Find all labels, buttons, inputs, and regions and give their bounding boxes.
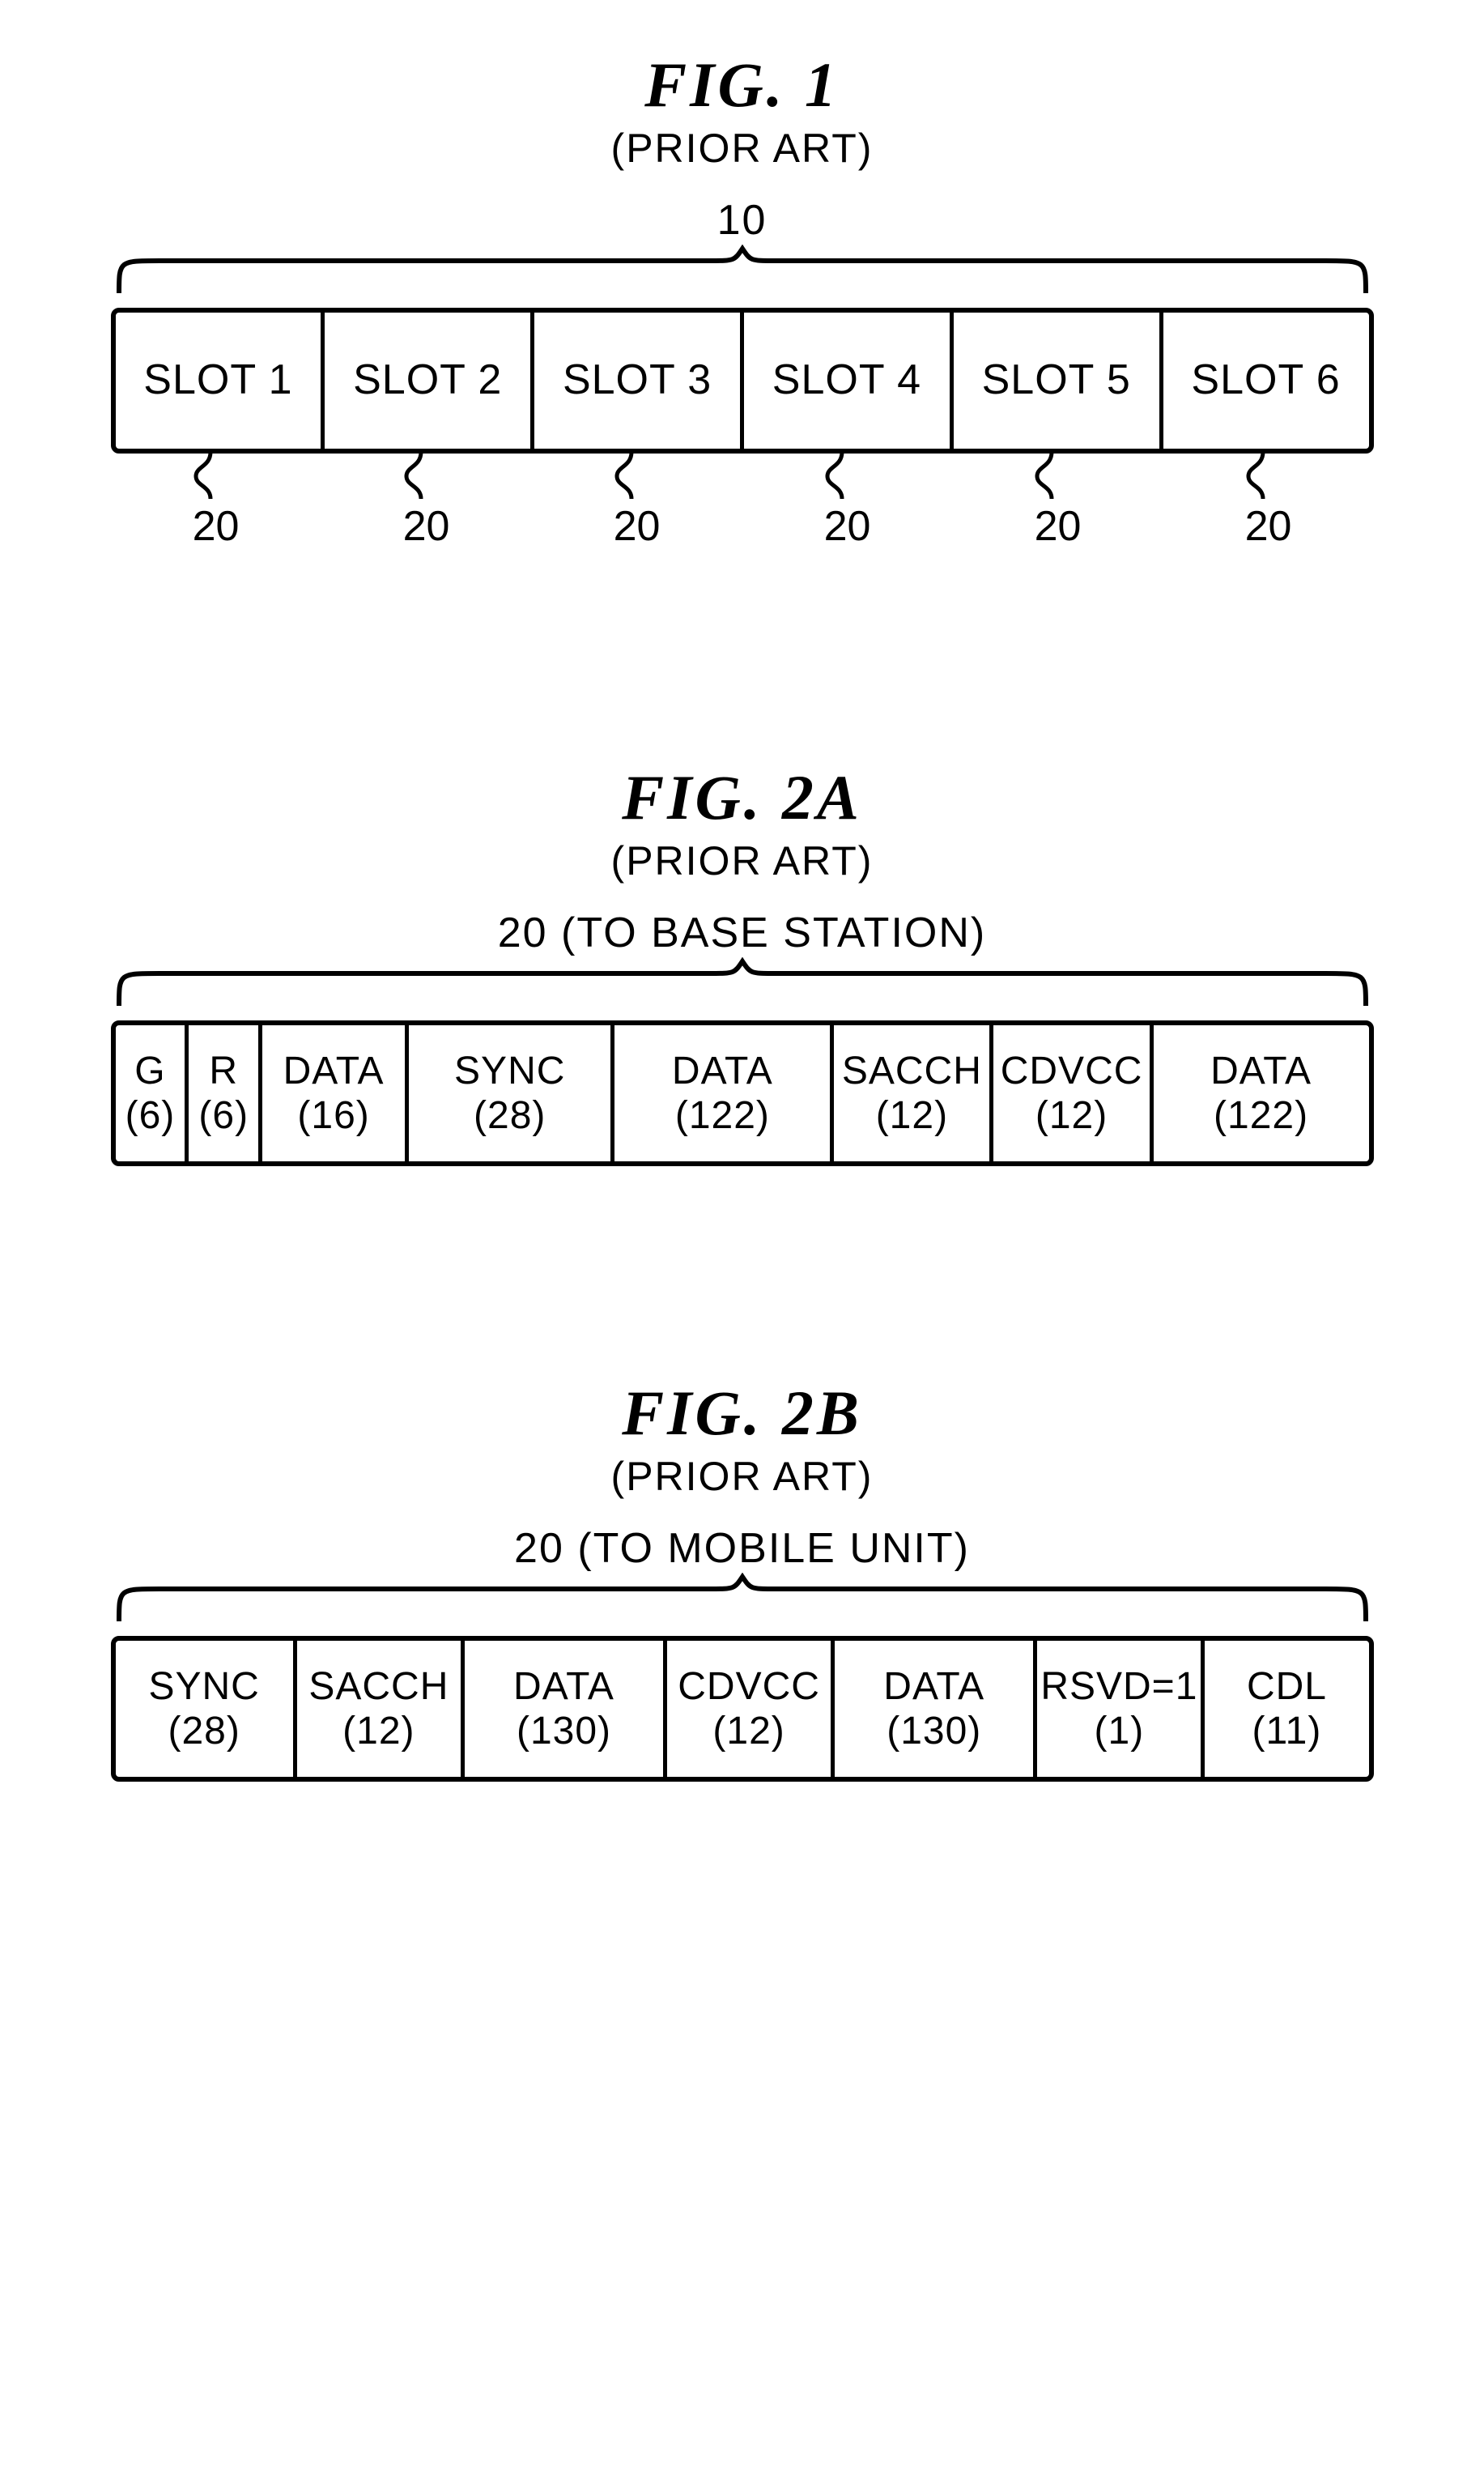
fig2a-field-cell: DATA(122) bbox=[614, 1025, 834, 1161]
fig1-slot-cell: SLOT 6 bbox=[1163, 313, 1369, 449]
fig1-slot-label: SLOT 1 bbox=[143, 356, 292, 405]
fig2a-field-bits: (16) bbox=[297, 1093, 369, 1138]
fig2b-field-bits: (28) bbox=[168, 1709, 240, 1753]
fig1-slot-label: SLOT 2 bbox=[353, 356, 502, 405]
fig1-slot-label: SLOT 4 bbox=[772, 356, 921, 405]
fig1-top-label: 10 bbox=[111, 196, 1374, 245]
fig2a-field-bits: (122) bbox=[675, 1093, 770, 1138]
fig1-under-label: 20 bbox=[532, 502, 742, 551]
fig1-slot-cell: SLOT 1 bbox=[116, 313, 325, 449]
fig1-slot-cell: SLOT 5 bbox=[954, 313, 1163, 449]
fig2b-field-name: SACCH bbox=[308, 1664, 449, 1709]
fig2b-field-cell: CDL(11) bbox=[1205, 1641, 1368, 1777]
fig2a-field-bits: (122) bbox=[1214, 1093, 1308, 1138]
fig2b-field-bits: (130) bbox=[887, 1709, 981, 1753]
fig2b-top-label: 20 (TO MOBILE UNIT) bbox=[111, 1524, 1374, 1573]
figure-2b: FIG. 2B (PRIOR ART) 20 (TO MOBILE UNIT) … bbox=[111, 1377, 1374, 1782]
fig2a-field-bits: (6) bbox=[198, 1093, 249, 1138]
fig2a-field-cell: DATA(16) bbox=[262, 1025, 409, 1161]
fig2a-field-name: DATA bbox=[1210, 1049, 1312, 1093]
fig1-title: FIG. 1 bbox=[111, 49, 1374, 121]
fig2b-subtitle: (PRIOR ART) bbox=[111, 1453, 1374, 1500]
fig1-under-labels: 202020202020 bbox=[111, 502, 1374, 551]
fig2a-field-cell: G(6) bbox=[116, 1025, 189, 1161]
fig2a-field-row: G(6)R(6)DATA(16)SYNC(28)DATA(122)SACCH(1… bbox=[111, 1020, 1374, 1166]
squiggle-connector-icon bbox=[1242, 452, 1274, 499]
fig1-slot-row: SLOT 1 SLOT 2 SLOT 3 SLOT 4 SLOT 5 SLOT 6 bbox=[111, 308, 1374, 454]
fig2a-field-name: SACCH bbox=[842, 1049, 982, 1093]
fig2a-title: FIG. 2A bbox=[111, 761, 1374, 834]
fig2a-top-bracket bbox=[111, 957, 1374, 1014]
fig2a-field-cell: R(6) bbox=[189, 1025, 262, 1161]
fig1-squiggle-row bbox=[111, 454, 1374, 502]
fig2b-field-row: SYNC(28)SACCH(12)DATA(130)CDVCC(12)DATA(… bbox=[111, 1636, 1374, 1782]
fig2a-field-bits: (28) bbox=[474, 1093, 546, 1138]
fig2b-field-name: DATA bbox=[883, 1664, 984, 1709]
fig2b-field-cell: SACCH(12) bbox=[297, 1641, 465, 1777]
fig2b-field-name: CDL bbox=[1247, 1664, 1327, 1709]
fig2a-field-name: CDVCC bbox=[1001, 1049, 1143, 1093]
fig2a-field-bits: (6) bbox=[125, 1093, 176, 1138]
fig1-under-label: 20 bbox=[1163, 502, 1374, 551]
fig1-under-label: 20 bbox=[742, 502, 953, 551]
fig1-slot-cell: SLOT 2 bbox=[325, 313, 534, 449]
figure-2a: FIG. 2A (PRIOR ART) 20 (TO BASE STATION)… bbox=[111, 761, 1374, 1166]
figure-1: FIG. 1 (PRIOR ART) 10 SLOT 1 SLOT 2 SLOT 3… bbox=[111, 49, 1374, 551]
fig2b-field-cell: SYNC(28) bbox=[116, 1641, 297, 1777]
fig2b-field-cell: CDVCC(12) bbox=[667, 1641, 835, 1777]
fig2b-field-bits: (12) bbox=[342, 1709, 415, 1753]
fig2a-field-name: DATA bbox=[672, 1049, 773, 1093]
fig1-slot-label: SLOT 3 bbox=[563, 356, 712, 405]
squiggle-connector-icon bbox=[400, 452, 432, 499]
fig2a-field-name: R bbox=[209, 1049, 238, 1093]
fig2b-field-name: RSVD=1 bbox=[1040, 1664, 1197, 1709]
fig2b-top-bracket bbox=[111, 1573, 1374, 1629]
squiggle-connector-icon bbox=[1031, 452, 1063, 499]
fig2a-field-name: SYNC bbox=[454, 1049, 565, 1093]
fig1-under-label: 20 bbox=[111, 502, 321, 551]
fig1-top-bracket bbox=[111, 245, 1374, 301]
fig2b-field-name: DATA bbox=[513, 1664, 614, 1709]
fig2b-field-name: CDVCC bbox=[678, 1664, 820, 1709]
fig2b-field-cell: DATA(130) bbox=[465, 1641, 667, 1777]
fig2b-title: FIG. 2B bbox=[111, 1377, 1374, 1450]
fig2a-top-label: 20 (TO BASE STATION) bbox=[111, 909, 1374, 957]
fig2a-field-bits: (12) bbox=[876, 1093, 948, 1138]
fig2b-field-bits: (12) bbox=[712, 1709, 785, 1753]
fig1-slot-cell: SLOT 4 bbox=[744, 313, 954, 449]
fig1-under-label: 20 bbox=[953, 502, 1163, 551]
fig2b-field-bits: (1) bbox=[1095, 1709, 1145, 1753]
fig1-slot-cell: SLOT 3 bbox=[534, 313, 744, 449]
fig1-under-label: 20 bbox=[321, 502, 532, 551]
fig1-slot-label: SLOT 6 bbox=[1191, 356, 1340, 405]
squiggle-connector-icon bbox=[610, 452, 643, 499]
fig2a-field-cell: CDVCC(12) bbox=[993, 1025, 1153, 1161]
fig2a-field-cell: SACCH(12) bbox=[834, 1025, 993, 1161]
squiggle-connector-icon bbox=[189, 452, 222, 499]
fig2a-field-cell: SYNC(28) bbox=[409, 1025, 614, 1161]
fig2a-field-bits: (12) bbox=[1035, 1093, 1108, 1138]
fig1-subtitle: (PRIOR ART) bbox=[111, 125, 1374, 172]
fig2b-field-bits: (11) bbox=[1252, 1709, 1322, 1753]
squiggle-connector-icon bbox=[821, 452, 853, 499]
fig2b-field-bits: (130) bbox=[517, 1709, 611, 1753]
fig2b-field-cell: DATA(130) bbox=[835, 1641, 1037, 1777]
fig2b-field-name: SYNC bbox=[148, 1664, 259, 1709]
fig1-slot-label: SLOT 5 bbox=[982, 356, 1131, 405]
fig2a-subtitle: (PRIOR ART) bbox=[111, 837, 1374, 884]
fig2b-field-cell: RSVD=1(1) bbox=[1037, 1641, 1205, 1777]
fig2a-field-name: G bbox=[134, 1049, 165, 1093]
fig2a-field-name: DATA bbox=[283, 1049, 385, 1093]
fig2a-field-cell: DATA(122) bbox=[1154, 1025, 1369, 1161]
